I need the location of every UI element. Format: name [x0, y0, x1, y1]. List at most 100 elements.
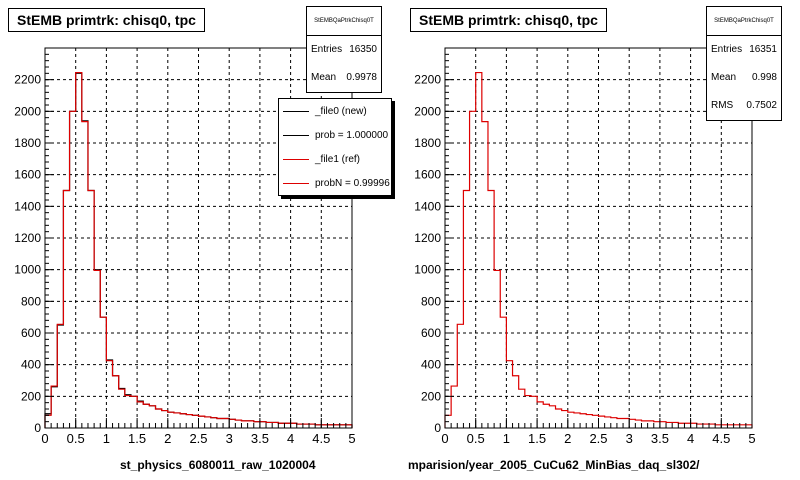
histogram-bin — [76, 73, 82, 428]
histogram-bin — [260, 422, 266, 428]
histogram-bin — [506, 361, 512, 428]
histogram-bin — [641, 421, 647, 428]
x-tick-label: 0 — [441, 431, 448, 446]
stats-histogram-name: StEMBQaPtrkChisq0T — [307, 7, 381, 36]
histogram-bin — [278, 423, 284, 428]
legend-entry: _file1 (ref) — [279, 147, 391, 171]
histogram-bin — [629, 419, 635, 428]
histogram-bin — [457, 324, 463, 428]
histogram-bin — [660, 422, 666, 428]
histogram-bin — [697, 424, 703, 428]
histogram-bin — [284, 423, 290, 428]
histogram-bin — [666, 422, 672, 428]
stats-mean-value: 0.998 — [751, 72, 777, 83]
histogram-bin — [51, 386, 57, 428]
x-tick-label: 3 — [626, 431, 633, 446]
left-histogram-plot: 0 0.5 1 1.5 2 2.5 3 3.5 4 4.5 5 0 200 400 600 800 1000 12… — [14, 47, 356, 446]
x-tick-label: 1 — [503, 431, 510, 446]
y-tick-label: 800 — [421, 294, 441, 308]
y-tick-label: 600 — [421, 326, 441, 340]
y-tick-label: 2200 — [414, 73, 441, 87]
histogram-bin — [119, 389, 125, 428]
legend-line-swatch — [283, 110, 309, 112]
histogram-bin — [494, 270, 500, 428]
y-tick-label: 400 — [421, 358, 441, 372]
histogram-series-line — [44, 71, 353, 428]
y-tick-label: 1200 — [414, 231, 441, 245]
y-tick-label: 1200 — [14, 231, 41, 245]
legend-entry: _file0 (new) — [279, 99, 391, 123]
stats-rms-label: RMS — [711, 100, 734, 111]
y-tick-label: 2000 — [414, 104, 441, 118]
legend-label: probN = 0.99996 — [315, 177, 390, 189]
stats-entries-label: Entries — [311, 44, 343, 55]
histogram-bin — [217, 419, 223, 429]
y-tick-label: 0 — [34, 421, 41, 435]
x-tick-label: 4.5 — [312, 431, 330, 446]
histogram-bin — [149, 406, 155, 428]
histogram-bin — [549, 406, 555, 428]
histogram-bin — [537, 402, 543, 428]
legend-entry: prob = 1.000000 — [279, 123, 391, 147]
x-tick-label: 3.5 — [251, 431, 269, 446]
histogram-bin — [248, 421, 254, 428]
histogram-bin — [574, 413, 580, 428]
histogram-bin — [174, 413, 180, 428]
x-tick-label: 4 — [287, 431, 294, 446]
x-tick-label: 2 — [564, 431, 571, 446]
histogram-bin — [623, 419, 629, 429]
legend-label: prob = 1.000000 — [315, 129, 389, 141]
histogram-bin — [309, 424, 315, 428]
histogram-bin — [235, 420, 241, 428]
histogram-bin — [580, 414, 586, 428]
histogram-bin — [611, 418, 617, 428]
x-tick-label: 1 — [103, 431, 110, 446]
stats-entries-value: 16350 — [349, 44, 377, 55]
stats-entries-row: Entries 16350 — [307, 36, 381, 64]
x-tick-label: 5 — [748, 431, 755, 446]
y-tick-label: 0 — [434, 421, 441, 435]
histogram-bin — [586, 415, 592, 428]
histogram-bin — [470, 111, 476, 428]
histogram-bin — [168, 412, 174, 428]
histogram-bin — [186, 415, 192, 428]
histogram-bin — [513, 376, 519, 428]
histogram-bin — [482, 122, 488, 428]
histogram-bin — [143, 404, 149, 428]
histogram-bin — [70, 111, 76, 428]
y-tick-label: 1000 — [414, 263, 441, 277]
x-tick-label: 2 — [164, 431, 171, 446]
y-tick-label: 2000 — [14, 104, 41, 118]
histogram-bin — [703, 424, 709, 428]
histogram-bin — [131, 396, 137, 428]
stats-entries-row: Entries 16351 — [707, 36, 781, 64]
histogram-bin — [451, 386, 457, 428]
histogram-bin — [125, 396, 131, 428]
legend-label: _file1 (ref) — [315, 153, 361, 165]
x-tick-label: 5 — [348, 431, 355, 446]
histogram-bin — [635, 420, 641, 428]
histogram-bin — [654, 422, 660, 428]
histogram-bin — [709, 424, 715, 428]
histogram-bin — [678, 423, 684, 428]
histogram-bin — [106, 361, 112, 428]
x-tick-label: 3.5 — [651, 431, 669, 446]
legend-line-swatch — [283, 134, 309, 136]
histogram-bin — [94, 270, 100, 428]
stats-mean-row: Mean 0.9978 — [307, 64, 381, 92]
y-tick-label: 1000 — [14, 263, 41, 277]
y-tick-label: 200 — [21, 389, 41, 403]
histogram-bin — [162, 411, 168, 428]
x-tick-label: 0.5 — [67, 431, 85, 446]
stats-rms-row: RMS 0.7502 — [707, 92, 781, 120]
histogram-bin — [488, 191, 494, 429]
left-legend: _file0 (new) prob = 1.000000 _file1 (ref… — [278, 98, 392, 196]
histogram-bin — [82, 122, 88, 428]
left-plot-title: StEMB primtrk: chisq0, tpc — [8, 8, 205, 32]
histogram-bin — [617, 419, 623, 429]
histogram-bin — [205, 417, 211, 428]
x-tick-label: 1.5 — [128, 431, 146, 446]
histogram-bin — [199, 416, 205, 428]
histogram-bin — [291, 423, 297, 428]
y-tick-label: 2200 — [14, 73, 41, 87]
